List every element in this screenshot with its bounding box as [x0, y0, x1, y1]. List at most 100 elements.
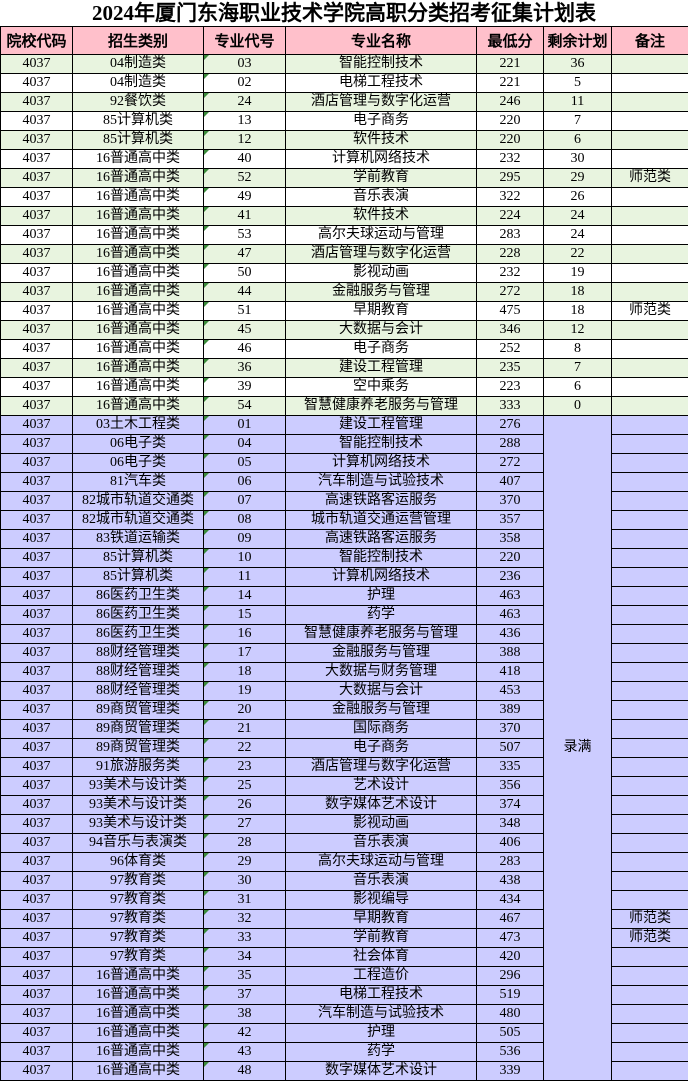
- cell-category: 16普通高中类: [73, 359, 204, 378]
- cell-min-score: 388: [477, 644, 544, 663]
- cell-major-name: 护理: [286, 587, 477, 606]
- cell-category: 85计算机类: [73, 568, 204, 587]
- cell-remark: [612, 549, 688, 568]
- column-header-college-code: 院校代码: [1, 27, 73, 55]
- cell-college-code: 4037: [1, 435, 73, 454]
- cell-category: 86医药卫生类: [73, 625, 204, 644]
- cell-min-score: 436: [477, 625, 544, 644]
- cell-major-code: 53: [204, 226, 286, 245]
- cell-category: 97教育类: [73, 929, 204, 948]
- green-corner-triangle-icon: [204, 834, 209, 839]
- green-corner-triangle-icon: [204, 226, 209, 231]
- cell-min-score: 322: [477, 188, 544, 207]
- cell-remaining: 8: [544, 340, 612, 359]
- cell-remark: [612, 720, 688, 739]
- cell-remark: [612, 644, 688, 663]
- cell-min-score: 374: [477, 796, 544, 815]
- cell-major-name: 智慧健康养老服务与管理: [286, 625, 477, 644]
- cell-college-code: 4037: [1, 587, 73, 606]
- cell-category: 89商贸管理类: [73, 701, 204, 720]
- cell-major-name: 学前教育: [286, 169, 477, 188]
- cell-college-code: 4037: [1, 454, 73, 473]
- cell-category: 16普通高中类: [73, 378, 204, 397]
- cell-category: 89商贸管理类: [73, 720, 204, 739]
- cell-min-score: 519: [477, 986, 544, 1005]
- cell-major-code: 04: [204, 435, 286, 454]
- cell-category: 88财经管理类: [73, 644, 204, 663]
- cell-category: 97教育类: [73, 872, 204, 891]
- green-corner-triangle-icon: [204, 416, 209, 421]
- cell-category: 04制造类: [73, 74, 204, 93]
- cell-remaining: 11: [544, 93, 612, 112]
- cell-category: 16普通高中类: [73, 226, 204, 245]
- cell-min-score: 438: [477, 872, 544, 891]
- cell-remaining: 18: [544, 283, 612, 302]
- cell-major-name: 学前教育: [286, 929, 477, 948]
- cell-min-score: 463: [477, 606, 544, 625]
- cell-major-name: 酒店管理与数字化运营: [286, 93, 477, 112]
- page-title: 2024年厦门东海职业技术学院高职分类招考征集计划表: [0, 0, 688, 26]
- cell-major-code: 17: [204, 644, 286, 663]
- column-header-major-name: 专业名称: [286, 27, 477, 55]
- cell-category: 16普通高中类: [73, 150, 204, 169]
- cell-remaining: 29: [544, 169, 612, 188]
- green-corner-triangle-icon: [204, 264, 209, 269]
- cell-remark: [612, 93, 688, 112]
- green-corner-triangle-icon: [204, 758, 209, 763]
- cell-major-code: 15: [204, 606, 286, 625]
- cell-major-code: 42: [204, 1024, 286, 1043]
- cell-remark: [612, 663, 688, 682]
- column-header-category: 招生类别: [73, 27, 204, 55]
- green-corner-triangle-icon: [204, 587, 209, 592]
- cell-category: 85计算机类: [73, 112, 204, 131]
- cell-remark: [612, 321, 688, 340]
- cell-major-name: 软件技术: [286, 131, 477, 150]
- cell-remaining: 22: [544, 245, 612, 264]
- cell-remark: [612, 435, 688, 454]
- cell-remark: [612, 1005, 688, 1024]
- cell-category: 03土木工程类: [73, 416, 204, 435]
- cell-remaining: 36: [544, 55, 612, 74]
- cell-remaining: 18: [544, 302, 612, 321]
- column-header-remark: 备注: [612, 27, 688, 55]
- cell-remark: [612, 283, 688, 302]
- cell-min-score: 283: [477, 226, 544, 245]
- cell-major-name: 汽车制造与试验技术: [286, 473, 477, 492]
- cell-college-code: 4037: [1, 701, 73, 720]
- cell-college-code: 4037: [1, 625, 73, 644]
- green-corner-triangle-icon: [204, 245, 209, 250]
- cell-min-score: 295: [477, 169, 544, 188]
- cell-remark: [612, 530, 688, 549]
- cell-min-score: 505: [477, 1024, 544, 1043]
- cell-remark: [612, 131, 688, 150]
- cell-major-name: 电梯工程技术: [286, 74, 477, 93]
- cell-major-code: 45: [204, 321, 286, 340]
- cell-major-name: 酒店管理与数字化运营: [286, 758, 477, 777]
- cell-major-code: 36: [204, 359, 286, 378]
- cell-college-code: 4037: [1, 929, 73, 948]
- cell-category: 81汽车类: [73, 473, 204, 492]
- cell-remaining: 30: [544, 150, 612, 169]
- cell-min-score: 236: [477, 568, 544, 587]
- cell-min-score: 348: [477, 815, 544, 834]
- cell-major-code: 23: [204, 758, 286, 777]
- cell-college-code: 4037: [1, 492, 73, 511]
- cell-min-score: 507: [477, 739, 544, 758]
- cell-college-code: 4037: [1, 1005, 73, 1024]
- cell-major-code: 46: [204, 340, 286, 359]
- green-corner-triangle-icon: [204, 625, 209, 630]
- cell-major-code: 03: [204, 55, 286, 74]
- cell-major-code: 43: [204, 1043, 286, 1062]
- green-corner-triangle-icon: [204, 891, 209, 896]
- cell-college-code: 4037: [1, 93, 73, 112]
- cell-min-score: 453: [477, 682, 544, 701]
- cell-major-code: 24: [204, 93, 286, 112]
